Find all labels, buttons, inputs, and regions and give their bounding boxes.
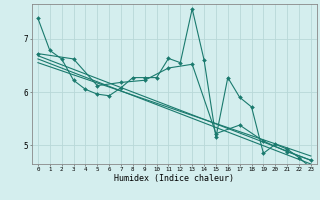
X-axis label: Humidex (Indice chaleur): Humidex (Indice chaleur) bbox=[115, 174, 234, 183]
